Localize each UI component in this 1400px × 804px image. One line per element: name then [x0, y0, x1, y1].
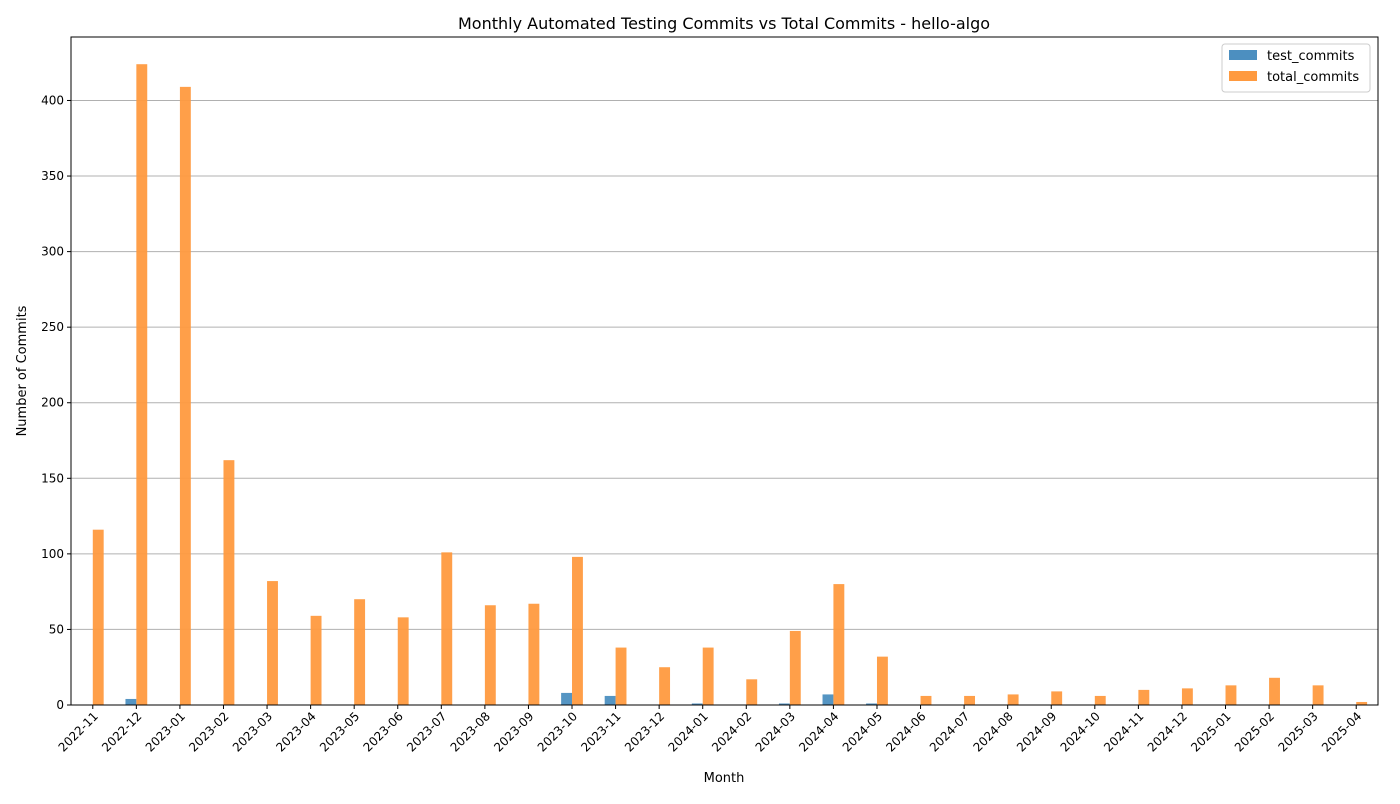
bar-test-commits: [778, 703, 790, 705]
bar-total-commits: [310, 615, 322, 705]
legend-label-total-commits: total_commits: [1267, 70, 1359, 85]
bar-total-commits: [441, 552, 453, 705]
x-tick-label: 2024-06: [883, 709, 928, 754]
x-tick-label: 2023-10: [535, 709, 580, 754]
bars-layer: [92, 64, 1368, 706]
legend-box: [1221, 43, 1371, 93]
x-tick-label: 2024-09: [1014, 709, 1059, 754]
x-tick-label: 2024-07: [927, 709, 972, 754]
x-tick-label: 2023-05: [317, 709, 362, 754]
x-tick-label: 2022-12: [99, 709, 144, 754]
bar-total-commits: [1269, 677, 1280, 705]
x-axis-label: Month: [704, 771, 745, 786]
plot-frame: [70, 36, 1379, 706]
bar-total-commits: [572, 556, 583, 705]
bar-test-commits: [561, 692, 573, 705]
bar-total-commits: [789, 630, 801, 705]
bar-total-commits: [92, 529, 104, 705]
x-axis: 2022-112022-122023-012023-022023-032023-…: [56, 705, 1364, 755]
x-tick-label: 2023-09: [491, 709, 536, 754]
x-tick-label: 2022-11: [56, 709, 101, 754]
x-tick-label: 2024-11: [1101, 709, 1146, 754]
bar-total-commits: [1312, 685, 1324, 705]
bar-total-commits: [484, 605, 496, 705]
bar-total-commits: [1138, 689, 1150, 705]
legend-swatch-total-commits: [1229, 71, 1257, 81]
bar-total-commits: [136, 64, 148, 706]
bar-test-commits: [125, 698, 137, 705]
x-tick-label: 2024-04: [796, 709, 841, 754]
y-tick-label: 200: [41, 396, 64, 410]
x-tick-label: 2023-12: [622, 709, 667, 754]
bar-total-commits: [1051, 691, 1063, 705]
x-tick-label: 2023-01: [143, 709, 188, 754]
y-tick-label: 50: [49, 622, 64, 636]
x-tick-label: 2023-11: [578, 709, 623, 754]
y-tick-label: 150: [41, 471, 64, 485]
bar-total-commits: [1007, 694, 1019, 705]
y-tick-label: 0: [56, 698, 64, 712]
bar-total-commits: [876, 656, 888, 705]
bar-total-commits: [267, 581, 278, 705]
bar-total-commits: [354, 599, 366, 705]
bar-total-commits: [659, 667, 671, 705]
legend-swatch-test-commits: [1229, 50, 1257, 60]
x-tick-label: 2023-06: [361, 709, 406, 754]
bar-total-commits: [397, 617, 409, 705]
x-tick-label: 2024-12: [1145, 709, 1190, 754]
legend-label-test-commits: test_commits: [1267, 49, 1355, 64]
chart-title: Monthly Automated Testing Commits vs Tot…: [458, 14, 990, 33]
y-tick-label: 400: [41, 93, 64, 107]
y-tick-label: 250: [41, 320, 64, 334]
x-tick-label: 2023-07: [404, 709, 449, 754]
bar-total-commits: [223, 460, 235, 705]
bar-test-commits: [866, 703, 877, 705]
y-tick-label: 350: [41, 169, 64, 183]
x-tick-label: 2025-01: [1188, 709, 1233, 754]
y-tick-label: 300: [41, 245, 64, 259]
bar-total-commits: [615, 647, 627, 705]
grid-layer: [71, 99, 1378, 706]
y-tick-label: 100: [41, 547, 64, 561]
bar-total-commits: [920, 695, 932, 705]
bar-test-commits: [691, 703, 703, 705]
x-tick-label: 2024-05: [840, 709, 885, 754]
bar-test-commits: [822, 694, 834, 705]
bar-total-commits: [746, 679, 758, 705]
x-tick-label: 2025-03: [1275, 709, 1320, 754]
bar-total-commits: [702, 647, 714, 705]
bar-total-commits: [833, 584, 845, 705]
x-tick-label: 2024-02: [709, 709, 754, 754]
x-tick-label: 2023-04: [273, 709, 318, 754]
bar-total-commits: [1225, 685, 1237, 705]
bar-total-commits: [528, 603, 540, 705]
x-tick-label: 2023-02: [186, 709, 231, 754]
x-tick-label: 2024-01: [665, 709, 710, 754]
x-tick-label: 2025-02: [1232, 709, 1277, 754]
bar-total-commits: [964, 695, 976, 705]
x-tick-label: 2024-08: [970, 709, 1015, 754]
y-axis-label: Number of Commits: [15, 305, 30, 436]
bar-total-commits: [1356, 701, 1368, 705]
bar-test-commits: [604, 695, 616, 705]
bar-total-commits: [1181, 688, 1193, 705]
bar-total-commits: [1094, 695, 1106, 705]
x-tick-label: 2024-10: [1058, 709, 1103, 754]
x-tick-label: 2025-04: [1319, 709, 1364, 754]
bar-total-commits: [179, 86, 191, 706]
x-tick-label: 2024-03: [753, 709, 798, 754]
legend: test_commits total_commits: [1221, 43, 1371, 93]
y-axis: 0 50 100 150 200 250 300 350 400: [41, 93, 71, 712]
x-tick-label: 2023-08: [448, 709, 493, 754]
x-tick-label: 2023-03: [230, 709, 275, 754]
